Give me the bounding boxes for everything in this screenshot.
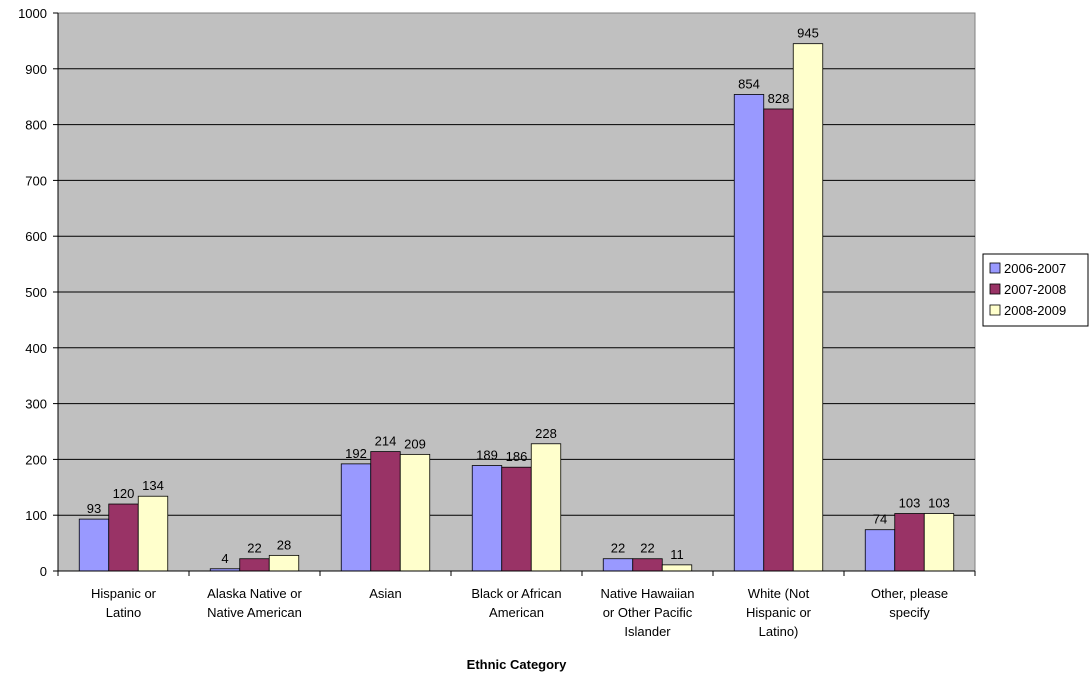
bar [792, 43, 824, 572]
legend: 2006-2007 2007-2008 2008-2009 [982, 253, 1089, 327]
bar [471, 465, 503, 572]
bar [661, 564, 693, 572]
x-axis-categories: Hispanic or Latino Alaska Native or Native … [57, 571, 976, 639]
bars [78, 43, 955, 572]
legend-swatch [989, 262, 1001, 274]
data-label: 945 [797, 26, 819, 41]
x-category-label-line: White (Not [748, 586, 810, 601]
data-label: 214 [375, 434, 397, 449]
data-label: 74 [873, 512, 887, 527]
y-tick-label: 200 [25, 452, 47, 467]
y-tick-label: 500 [25, 285, 47, 300]
x-category-label-line: Native American [207, 605, 302, 620]
x-category-label-line: Other, please [871, 586, 948, 601]
x-category-label-line: Alaska Native or [207, 586, 302, 601]
x-category-label-line: Asian [369, 586, 402, 601]
x-category-label-line: Native Hawaiian [601, 586, 695, 601]
data-label: 28 [277, 537, 291, 552]
y-tick-label: 900 [25, 62, 47, 77]
y-tick-label: 300 [25, 397, 47, 412]
bar [340, 463, 372, 572]
data-label: 103 [928, 496, 950, 511]
bar [108, 503, 139, 572]
data-label: 209 [404, 436, 426, 451]
bar [763, 108, 794, 572]
y-axis-ticks: 0 100 200 300 400 500 600 700 800 900 1000 [18, 6, 58, 579]
x-category-label-line: Latino) [759, 624, 799, 639]
y-tick-label: 1000 [18, 6, 47, 21]
bar [370, 451, 401, 572]
bar [137, 495, 169, 572]
x-category-label-line: American [489, 605, 544, 620]
data-label: 120 [113, 486, 135, 501]
bar [399, 453, 431, 572]
bar [894, 513, 925, 572]
x-axis-title: Ethnic Category [467, 657, 567, 672]
legend-label: 2007-2008 [1004, 282, 1066, 297]
data-label: 186 [506, 449, 528, 464]
data-label: 828 [768, 91, 790, 106]
bar [602, 558, 634, 572]
y-tick-label: 0 [40, 564, 47, 579]
x-category-label-line: specify [889, 605, 930, 620]
bar [268, 554, 300, 572]
y-tick-label: 100 [25, 508, 47, 523]
data-label: 22 [247, 541, 261, 556]
bar [530, 443, 562, 572]
data-label: 854 [738, 76, 760, 91]
legend-swatch [989, 304, 1001, 316]
data-label: 22 [640, 541, 654, 556]
x-category-label: White (Not Hispanic or Latino) [746, 586, 812, 639]
y-tick-label: 600 [25, 229, 47, 244]
legend-swatch [989, 283, 1001, 295]
y-tick-label: 800 [25, 118, 47, 133]
y-tick-label: 400 [25, 341, 47, 356]
legend-box [982, 253, 1089, 327]
x-category-label-line: Latino [106, 605, 141, 620]
x-category-label: Black or African American [471, 586, 561, 620]
axes [57, 13, 975, 572]
y-tick-label: 700 [25, 173, 47, 188]
bar [632, 558, 663, 572]
data-label: 4 [221, 551, 228, 566]
data-labels: 93 120 134 4 22 28 192 214 209 189 186 228 22 22 11 854… [87, 26, 950, 566]
x-category-label: Native Hawaiian or Other Pacific Islander [601, 586, 695, 639]
legend-label: 2006-2007 [1004, 261, 1066, 276]
bar [78, 518, 110, 572]
x-category-label-line: Hispanic or [91, 586, 157, 601]
bar [501, 466, 532, 572]
bar [239, 558, 270, 572]
data-label: 134 [142, 478, 164, 493]
x-category-label-line: Hispanic or [746, 605, 812, 620]
bar [733, 94, 765, 572]
bar [923, 513, 955, 572]
data-label: 228 [535, 426, 557, 441]
x-category-label: Hispanic or Latino [91, 586, 157, 620]
x-category-label: Alaska Native or Native American [207, 586, 302, 620]
data-label: 93 [87, 501, 101, 516]
bar [864, 529, 896, 572]
x-category-label-line: Black or African [471, 586, 561, 601]
legend-label: 2008-2009 [1004, 303, 1066, 318]
data-label: 22 [611, 541, 625, 556]
data-label: 103 [899, 496, 921, 511]
x-category-label-line: or Other Pacific [603, 605, 693, 620]
x-category-label: Other, please specify [871, 586, 948, 620]
x-category-label: Asian [369, 586, 402, 601]
data-label: 189 [476, 448, 498, 463]
x-category-label-line: Islander [624, 624, 671, 639]
data-label: 11 [670, 547, 684, 562]
data-label: 192 [345, 446, 367, 461]
